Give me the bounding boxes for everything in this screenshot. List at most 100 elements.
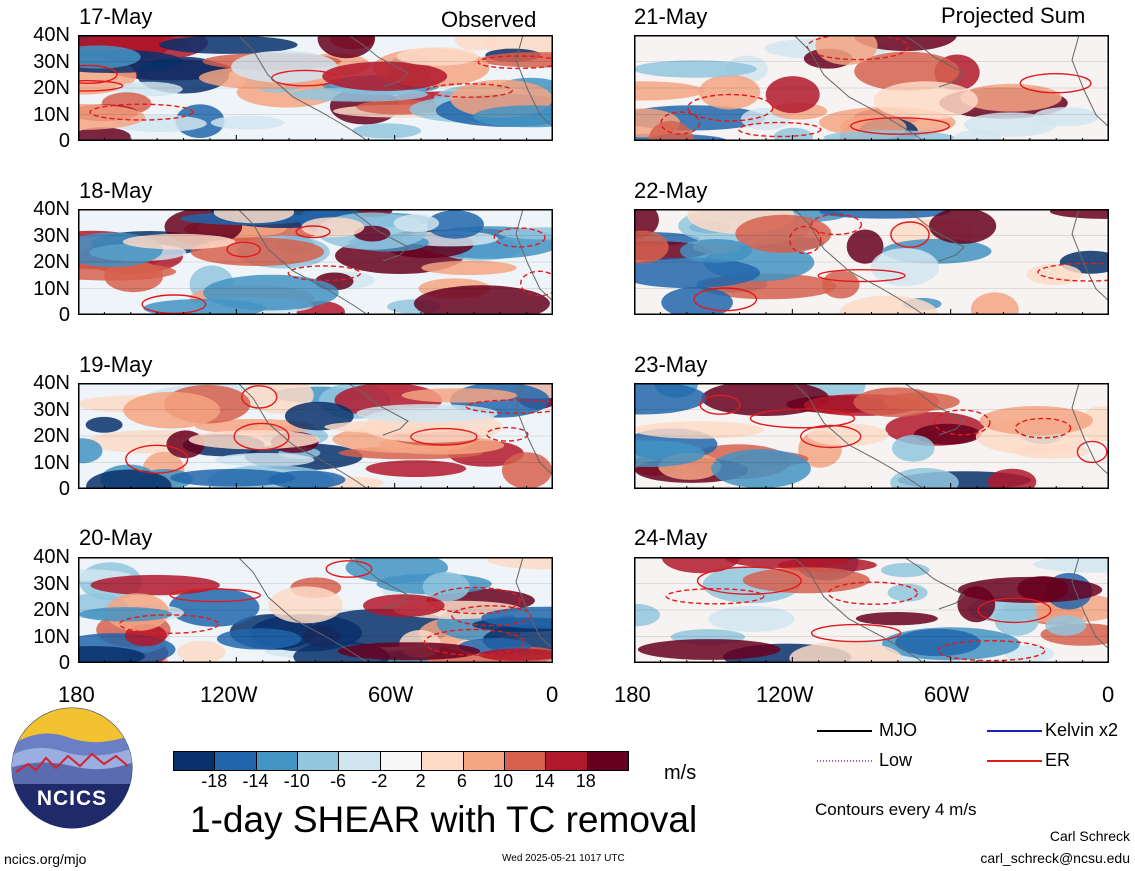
lat-tick-label: 20N (33, 251, 70, 273)
shear-field-blob (301, 217, 365, 238)
er-contour (1076, 440, 1108, 464)
contours-note: Contours every 4 m/s (815, 800, 977, 819)
er-contour (465, 399, 553, 414)
shear-field-blob (979, 406, 1093, 436)
footer-email: carl_schreck@ncsu.edu (980, 850, 1130, 866)
plot-title: 1-day SHEAR with TC removal (190, 799, 698, 840)
shear-field-blob (78, 104, 146, 130)
ncics-logo (10, 706, 134, 830)
shear-map-panel (634, 35, 1109, 141)
shear-field-blob (188, 430, 320, 450)
shear-field-blob (914, 423, 981, 445)
shear-field-blob (86, 469, 172, 489)
coastline (793, 35, 1109, 141)
shear-field-blob (486, 557, 553, 570)
legend-label-low: Low (879, 750, 913, 770)
shear-field-blob (698, 74, 761, 110)
legend-label-er: ER (1045, 750, 1071, 770)
colorbar-tick-label: 2 (415, 771, 426, 791)
footer-author: Carl Schreck (1049, 828, 1130, 844)
shear-field-blob (401, 388, 518, 403)
shear-field-blob (85, 416, 123, 433)
shear-map-panel (78, 383, 553, 489)
er-contour (486, 426, 529, 442)
shear-field-blob (324, 420, 468, 434)
shear-field-blob (159, 35, 298, 54)
shear-field-blob (213, 209, 295, 224)
shear-field-blob (873, 81, 978, 120)
er-contour (520, 270, 553, 297)
colorbar-tick-label: -2 (371, 771, 388, 791)
shear-field-blob (929, 209, 997, 244)
er-contour (933, 409, 991, 436)
lat-tick-label: 30N (33, 572, 70, 595)
shear-field-blob (789, 641, 902, 663)
shear-field-blob (1004, 645, 1054, 663)
lat-tick-label: 0 (58, 304, 70, 326)
legend-swatches (817, 730, 1042, 762)
er-contour (226, 241, 262, 258)
er-contour (696, 566, 802, 595)
er-contour (687, 93, 774, 122)
lat-tick-label: 0 (58, 652, 70, 674)
shear-field-blob (637, 639, 781, 660)
shear-field-blob (322, 61, 448, 91)
shear-field-blob (1026, 263, 1082, 286)
lon-tick-label: 180 (58, 682, 95, 707)
shear-field-blob (711, 449, 811, 489)
shear-field-blob (853, 387, 939, 417)
er-contour (287, 265, 362, 282)
shear-field-blob (396, 47, 479, 66)
legend-label-mjo: MJO (879, 720, 917, 740)
er-contour (78, 80, 124, 92)
projected-header: Projected Sum (941, 3, 1086, 28)
er-contour (977, 597, 1052, 624)
coastline (237, 35, 553, 141)
shear-field-blob (887, 583, 928, 602)
shear-field-blob (78, 45, 141, 69)
shear-field-blob (634, 257, 761, 289)
colorbar-swatch (338, 752, 380, 770)
colorbar-tick-label: 14 (534, 771, 555, 791)
shear-field-blob (317, 35, 375, 59)
colorbar-swatch (297, 752, 339, 770)
shear-field-blob (634, 603, 660, 627)
shear-map-panel (78, 35, 553, 141)
er-contour (1037, 262, 1109, 282)
shear-field-blob (735, 214, 832, 253)
shear-field-blob (78, 646, 145, 663)
lon-tick-label: 60W (924, 682, 970, 707)
colorbar-tick-label: -10 (283, 771, 310, 791)
shear-field-blob (890, 468, 959, 489)
shear-field-blob (421, 260, 517, 275)
shear-field-blob (634, 230, 669, 264)
shear-field-blob (498, 227, 553, 240)
colorbar-tick-label: 18 (575, 771, 596, 791)
shear-field-blob (473, 105, 553, 128)
shear-field-blob (1049, 209, 1109, 219)
shear-field-blob (413, 285, 550, 315)
er-contour (78, 64, 118, 84)
shear-field-blob (892, 434, 935, 462)
shear-field-blob (970, 292, 1019, 315)
observed-header: Observed (441, 7, 537, 32)
panel-date-label: 21-May (634, 4, 708, 29)
shear-field-blob (773, 127, 813, 141)
er-contour (749, 408, 856, 429)
er-contour (89, 103, 194, 121)
shear-field-blob (1033, 107, 1099, 127)
er-contour (810, 213, 863, 236)
er-contour (937, 640, 1046, 662)
shear-field-blob (203, 274, 339, 311)
panel-date-label: 24-May (634, 525, 708, 550)
shear-field-blob (742, 567, 870, 594)
er-contour (1019, 73, 1092, 94)
lon-tick-label: 60W (368, 682, 414, 707)
shear-field-blob (215, 453, 315, 467)
colorbar-swatch (379, 752, 422, 770)
shear-field-blob (725, 557, 851, 569)
colorbar-swatch (421, 752, 463, 770)
shear-field-blob (807, 423, 889, 446)
panel-date-label: 17-May (79, 4, 153, 29)
er-contour (665, 588, 765, 605)
